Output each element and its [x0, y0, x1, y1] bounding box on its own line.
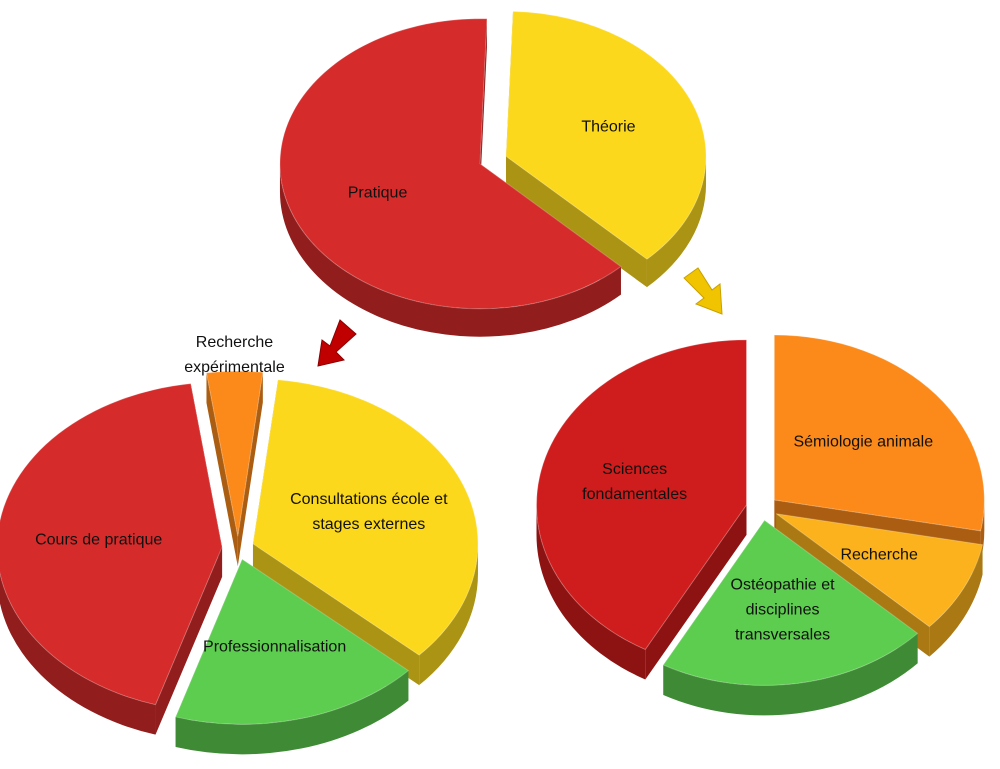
slice	[505, 10, 707, 260]
slice	[279, 18, 622, 310]
slice-label: Cours de pratique	[35, 531, 163, 549]
slice	[0, 383, 223, 706]
slice-wall	[237, 372, 263, 567]
slice-label: Théorie	[581, 118, 636, 136]
slice-label: Consultations école et stages externes	[290, 490, 448, 533]
slice	[174, 558, 410, 725]
slice-wall	[479, 18, 487, 192]
slice	[536, 339, 748, 651]
slice-wall	[206, 372, 238, 567]
arrow-yellow	[683, 267, 723, 315]
slice-label: Recherche	[840, 546, 918, 564]
slice-wall	[155, 547, 223, 735]
slice-wall	[506, 156, 647, 288]
slice-label: Ostéopathie et disciplines transversales	[730, 576, 835, 644]
slice	[775, 513, 984, 628]
slice-side	[0, 573, 156, 735]
slice-side	[663, 633, 918, 716]
slice-label: Professionnalisation	[203, 638, 347, 656]
slice-label: Sciences fondamentales	[582, 461, 688, 504]
slice	[662, 519, 919, 686]
slice-side	[536, 504, 646, 680]
slice	[773, 334, 985, 532]
slice-wall	[252, 543, 420, 686]
slice-label: Recherche expérimentale	[184, 334, 285, 377]
slice-side	[646, 156, 707, 288]
slice	[205, 370, 264, 537]
slice	[252, 379, 479, 656]
arrow-red	[317, 319, 357, 367]
slice-side	[419, 543, 478, 686]
tops	[0, 10, 985, 725]
slice-side	[929, 544, 983, 657]
slice-label: Sémiologie animale	[793, 433, 934, 451]
slice-side	[175, 670, 409, 755]
slice-side	[279, 163, 621, 337]
slice-wall	[645, 504, 747, 680]
slice-label: Pratique	[347, 184, 408, 202]
